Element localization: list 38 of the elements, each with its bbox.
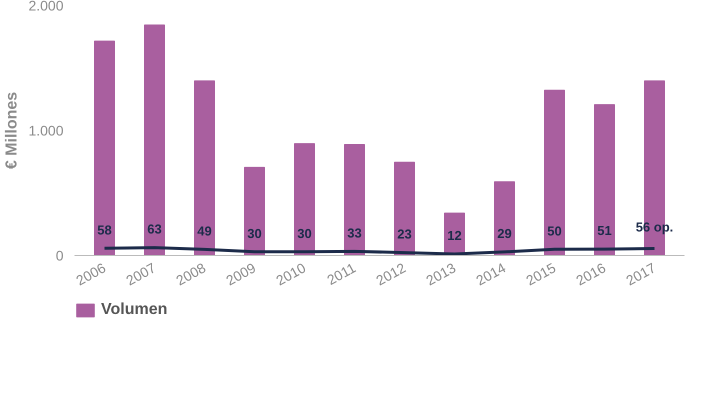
x-tick-label: 2015: [523, 259, 559, 288]
x-tick-label: 2008: [173, 259, 209, 288]
y-tick-label: 0: [56, 248, 64, 264]
data-label: 51: [597, 223, 612, 238]
x-tick-label: 2007: [123, 259, 159, 288]
bar: [94, 40, 115, 256]
bar: [294, 143, 315, 256]
x-tick-label: 2014: [473, 259, 509, 288]
bar: [594, 104, 615, 256]
x-tick-label: 2016: [573, 259, 609, 288]
data-label: 63: [147, 222, 162, 237]
line-series: [103, 246, 656, 256]
bar: [194, 80, 215, 256]
data-label: 33: [347, 225, 362, 240]
data-label: 49: [197, 223, 212, 238]
bar: [394, 162, 415, 256]
y-tick-label: 1.000: [28, 122, 64, 138]
data-label: 58: [97, 222, 112, 238]
x-tick-label: 2013: [423, 259, 459, 288]
data-label: 23: [397, 226, 412, 242]
x-tick-label: 2017: [623, 259, 659, 288]
bar: [344, 144, 365, 256]
bar: [544, 90, 565, 256]
legend-label: Volumen: [101, 301, 168, 319]
data-label: 50: [547, 223, 562, 238]
x-tick-label: 2011: [324, 259, 359, 288]
data-label: 29: [497, 226, 512, 241]
data-label: 12: [447, 228, 462, 243]
y-axis-title: € Millones: [3, 92, 20, 170]
bar: [244, 166, 265, 256]
x-tick-label: 2010: [273, 259, 309, 288]
data-label: 30: [247, 226, 262, 241]
x-tick-label: 2009: [223, 259, 259, 288]
y-tick-label: 2.000: [28, 0, 64, 14]
data-label: 30: [297, 226, 312, 241]
bar: [144, 24, 165, 256]
x-tick-label: 2006: [73, 259, 109, 288]
x-tick-label: 2012: [373, 259, 409, 288]
